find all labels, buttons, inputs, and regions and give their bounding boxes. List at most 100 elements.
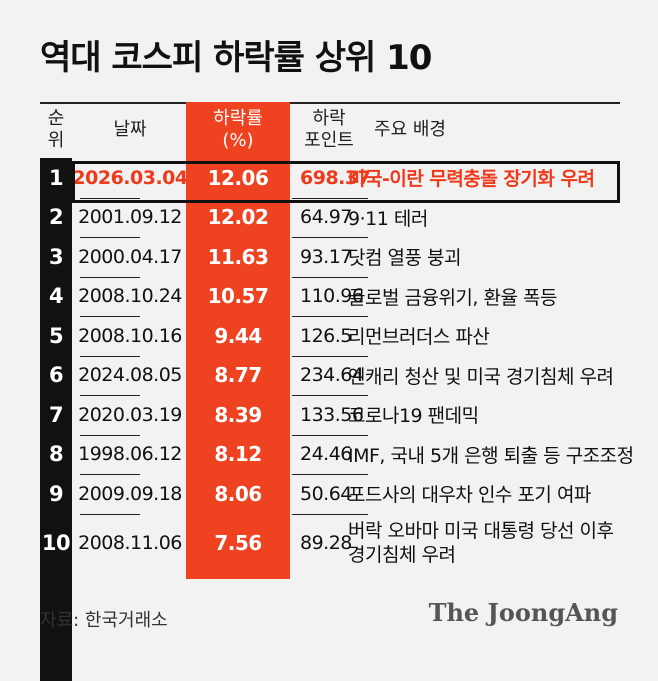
row-divider — [292, 474, 368, 475]
row-divider — [80, 276, 140, 278]
table-row: 10 2008.11.06 7.56 89.28 버락 오바마 미국 대통령 당선 이후… — [40, 513, 620, 572]
table-row: 1 2026.03.04 12.06 698.37 미국-이란 무력충돌 장기화 우려 — [40, 158, 620, 198]
rank-cell: 4 — [48, 284, 64, 309]
publisher-logo: The JoongAng — [428, 598, 618, 627]
date-cell: 2001.09.12 — [78, 206, 182, 229]
rank-cell: 7 — [48, 402, 64, 427]
date-cell: 2024.08.05 — [78, 364, 182, 387]
percent-cell: 12.06 — [207, 165, 269, 190]
date-cell: 2008.10.16 — [78, 324, 182, 347]
percent-column-highlight — [186, 102, 290, 579]
date-cell: 2020.03.19 — [78, 403, 182, 426]
points-cell: 89.28 — [300, 531, 352, 554]
rank-cell: 8 — [48, 442, 64, 467]
header-percent-line1: 하락률 — [213, 108, 263, 129]
points-cell: 64.97 — [300, 206, 352, 229]
table-row: 5 2008.10.16 9.44 126.5 리먼브러더스 파산 — [40, 316, 620, 356]
background-cell: 닷컴 열풍 붕괴 — [340, 237, 628, 277]
table-row: 3 2000.04.17 11.63 93.17 닷컴 열풍 붕괴 — [40, 237, 620, 277]
date-cell: 2026.03.04 — [72, 166, 188, 189]
background-cell: 엔캐리 청산 및 미국 경기침체 우려 — [340, 356, 628, 396]
row-divider — [80, 395, 140, 396]
table-row: 7 2020.03.19 8.39 133.56 코로나19 팬데믹 — [40, 395, 620, 435]
percent-cell: 9.44 — [214, 323, 262, 348]
row-divider — [80, 474, 140, 475]
table-row: 9 2009.09.18 8.06 50.64 포드사의 대우차 인수 포기 여파 — [40, 474, 620, 514]
row-divider — [80, 197, 140, 199]
table-row: 2 2001.09.12 12.02 64.97 9·11 테러 — [40, 197, 620, 238]
background-line: 포드사의 대우차 인수 포기 여파 — [348, 484, 591, 507]
rank-cell: 6 — [48, 363, 64, 388]
points-cell: 234.64 — [300, 364, 364, 387]
row-divider — [80, 355, 140, 357]
percent-cell: 8.77 — [214, 363, 262, 388]
row-divider — [292, 237, 368, 238]
points-cell: 50.64 — [300, 482, 352, 505]
date-cell: 2008.10.24 — [78, 285, 182, 308]
header-background-label: 주요 배경 — [374, 119, 446, 140]
header-percent-line2: (%) — [222, 130, 254, 151]
rank-cell: 10 — [41, 530, 71, 555]
percent-cell: 12.02 — [207, 205, 269, 230]
header-rank: 순 위 — [40, 102, 72, 158]
header-points-line1: 하락 — [312, 108, 346, 129]
background-line: 글로벌 금융위기, 환율 폭등 — [348, 286, 557, 309]
background-line: 9·11 테러 — [348, 207, 428, 230]
background-cell: 포드사의 대우차 인수 포기 여파 — [340, 474, 628, 514]
percent-cell: 8.39 — [214, 402, 262, 427]
date-cell: 2009.09.18 — [78, 482, 182, 505]
background-cell: 미국-이란 무력충돌 장기화 우려 — [340, 158, 628, 198]
table-top-rule — [40, 102, 620, 104]
background-line: 리먼브러더스 파산 — [348, 326, 490, 349]
header-rank-line2: 위 — [47, 130, 65, 151]
points-cell: 93.17 — [300, 245, 352, 268]
chart-title: 역대 코스피 하락률 상위 10 — [40, 38, 432, 78]
rank-cell: 5 — [48, 323, 64, 348]
header-points-line2: 포인트 — [304, 130, 354, 151]
background-line: 경기침체 우려 — [348, 543, 456, 566]
row-divider — [80, 434, 140, 436]
background-cell: 리먼브러더스 파산 — [340, 316, 628, 356]
percent-cell: 8.06 — [214, 481, 262, 506]
rank-column-background — [40, 158, 72, 681]
percent-cell: 11.63 — [207, 244, 269, 269]
background-line: 엔캐리 청산 및 미국 경기침체 우려 — [348, 365, 614, 388]
row-divider — [292, 395, 368, 396]
background-line: IMF, 국내 5개 은행 퇴출 등 구조조정 — [348, 444, 634, 467]
header-date: 날짜 — [80, 102, 180, 158]
row-divider — [292, 434, 368, 436]
row-divider — [80, 513, 140, 515]
percent-cell: 7.56 — [214, 530, 262, 555]
table-row: 8 1998.06.12 8.12 24.46 IMF, 국내 5개 은행 퇴출 등 구… — [40, 434, 634, 475]
background-line: 버락 오바마 미국 대통령 당선 이후 — [348, 519, 614, 542]
row-divider — [80, 316, 140, 317]
row-divider — [292, 513, 368, 515]
points-cell: 110.96 — [300, 285, 364, 308]
background-cell: 코로나19 팬데믹 — [340, 395, 628, 435]
background-cell: 9·11 테러 — [340, 198, 628, 238]
header-points: 하락 포인트 — [290, 102, 368, 158]
points-cell: 698.37 — [300, 166, 371, 189]
rank-cell: 1 — [48, 165, 64, 190]
header-percent: 하락률 (%) — [186, 102, 290, 158]
percent-cell: 10.57 — [207, 284, 269, 309]
date-cell: 1998.06.12 — [78, 443, 182, 466]
rank-cell: 3 — [48, 244, 64, 269]
row-divider — [292, 197, 368, 199]
header-date-label: 날짜 — [113, 119, 147, 140]
background-line: 코로나19 팬데믹 — [348, 405, 479, 428]
table-row: 4 2008.10.24 10.57 110.96 글로벌 금융위기, 환율 폭등 — [40, 276, 620, 317]
date-cell: 2000.04.17 — [78, 245, 182, 268]
background-line: 미국-이란 무력충돌 장기화 우려 — [348, 168, 595, 191]
rank-cell: 2 — [48, 205, 64, 230]
points-cell: 133.56 — [300, 403, 364, 426]
background-line: 닷컴 열풍 붕괴 — [348, 247, 461, 270]
rank-cell: 9 — [48, 481, 64, 506]
top-row-highlight-box — [72, 161, 620, 203]
row-divider — [292, 355, 368, 357]
row-divider — [292, 316, 368, 317]
background-cell: 버락 오바마 미국 대통령 당선 이후 경기침체 우려 — [340, 514, 628, 572]
points-cell: 24.46 — [300, 443, 352, 466]
source-note: 자료: 한국거래소 — [40, 610, 168, 631]
table-row: 6 2024.08.05 8.77 234.64 엔캐리 청산 및 미국 경기침체 우려 — [40, 355, 620, 396]
